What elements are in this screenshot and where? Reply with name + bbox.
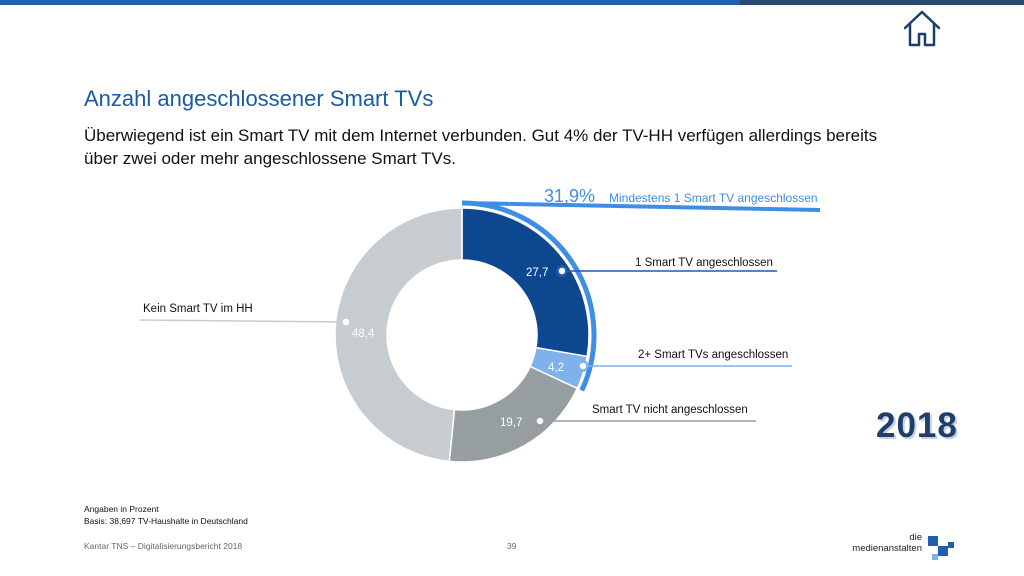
value-label-nosmarttv: 48,4: [352, 328, 375, 340]
brand-line-name: medienanstalten: [852, 543, 922, 554]
medienanstalten-logo: die medienanstalten: [832, 530, 962, 564]
highlight-leader-line: [461, 201, 821, 212]
highlight-label: Mindestens 1 Smart TV angeschlossen: [609, 191, 818, 205]
segment-notconnected: [448, 365, 579, 463]
brand-line-die: die: [909, 532, 922, 543]
top-accent-bar-right: [740, 0, 1024, 5]
segment-1tv: [461, 207, 590, 358]
segment-label-2tv: 2+ Smart TVs angeschlossen: [638, 349, 788, 361]
page-title: Anzahl angeschlossener Smart TVs: [84, 86, 434, 111]
year-badge: 2018: [876, 406, 958, 445]
marker-1tv: [556, 265, 568, 277]
highlight-value: 31,9%: [544, 186, 595, 206]
value-label-1tv: 27,7: [526, 267, 548, 279]
note-unit: Angaben in Prozent: [84, 504, 159, 514]
segment-label-notconnected: Smart TV nicht angeschlossen: [592, 404, 748, 416]
logo-squares-icon: [928, 536, 954, 560]
note-basis: Basis: 38,697 TV-Haushalte in Deutschlan…: [84, 516, 248, 526]
page-subtitle: Überwiegend ist ein Smart TV mit dem Int…: [84, 126, 878, 168]
segment-label-nosmarttv: Kein Smart TV im HH: [143, 303, 253, 315]
leader-line-nosmarttv: [139, 319, 347, 323]
marker-notconnected: [534, 415, 546, 427]
home-icon[interactable]: [902, 8, 942, 48]
segment-nosmarttv: [334, 207, 463, 463]
highlight-arc: [461, 200, 597, 392]
value-label-2tv: 4,2: [548, 362, 564, 374]
segment-label-1tv: 1 Smart TV angeschlossen: [635, 257, 773, 269]
chart-notes: Angaben in Prozent Basis: 38,697 TV-Haus…: [84, 503, 248, 527]
marker-2tv: [577, 360, 589, 372]
marker-nosmarttv: [340, 316, 352, 328]
value-label-notconnected: 19,7: [500, 417, 522, 429]
footer-source: Kantar TNS – Digitalisierungsbericht 201…: [84, 541, 243, 551]
page-number: 39: [507, 541, 517, 551]
top-accent-bar: [0, 0, 740, 5]
